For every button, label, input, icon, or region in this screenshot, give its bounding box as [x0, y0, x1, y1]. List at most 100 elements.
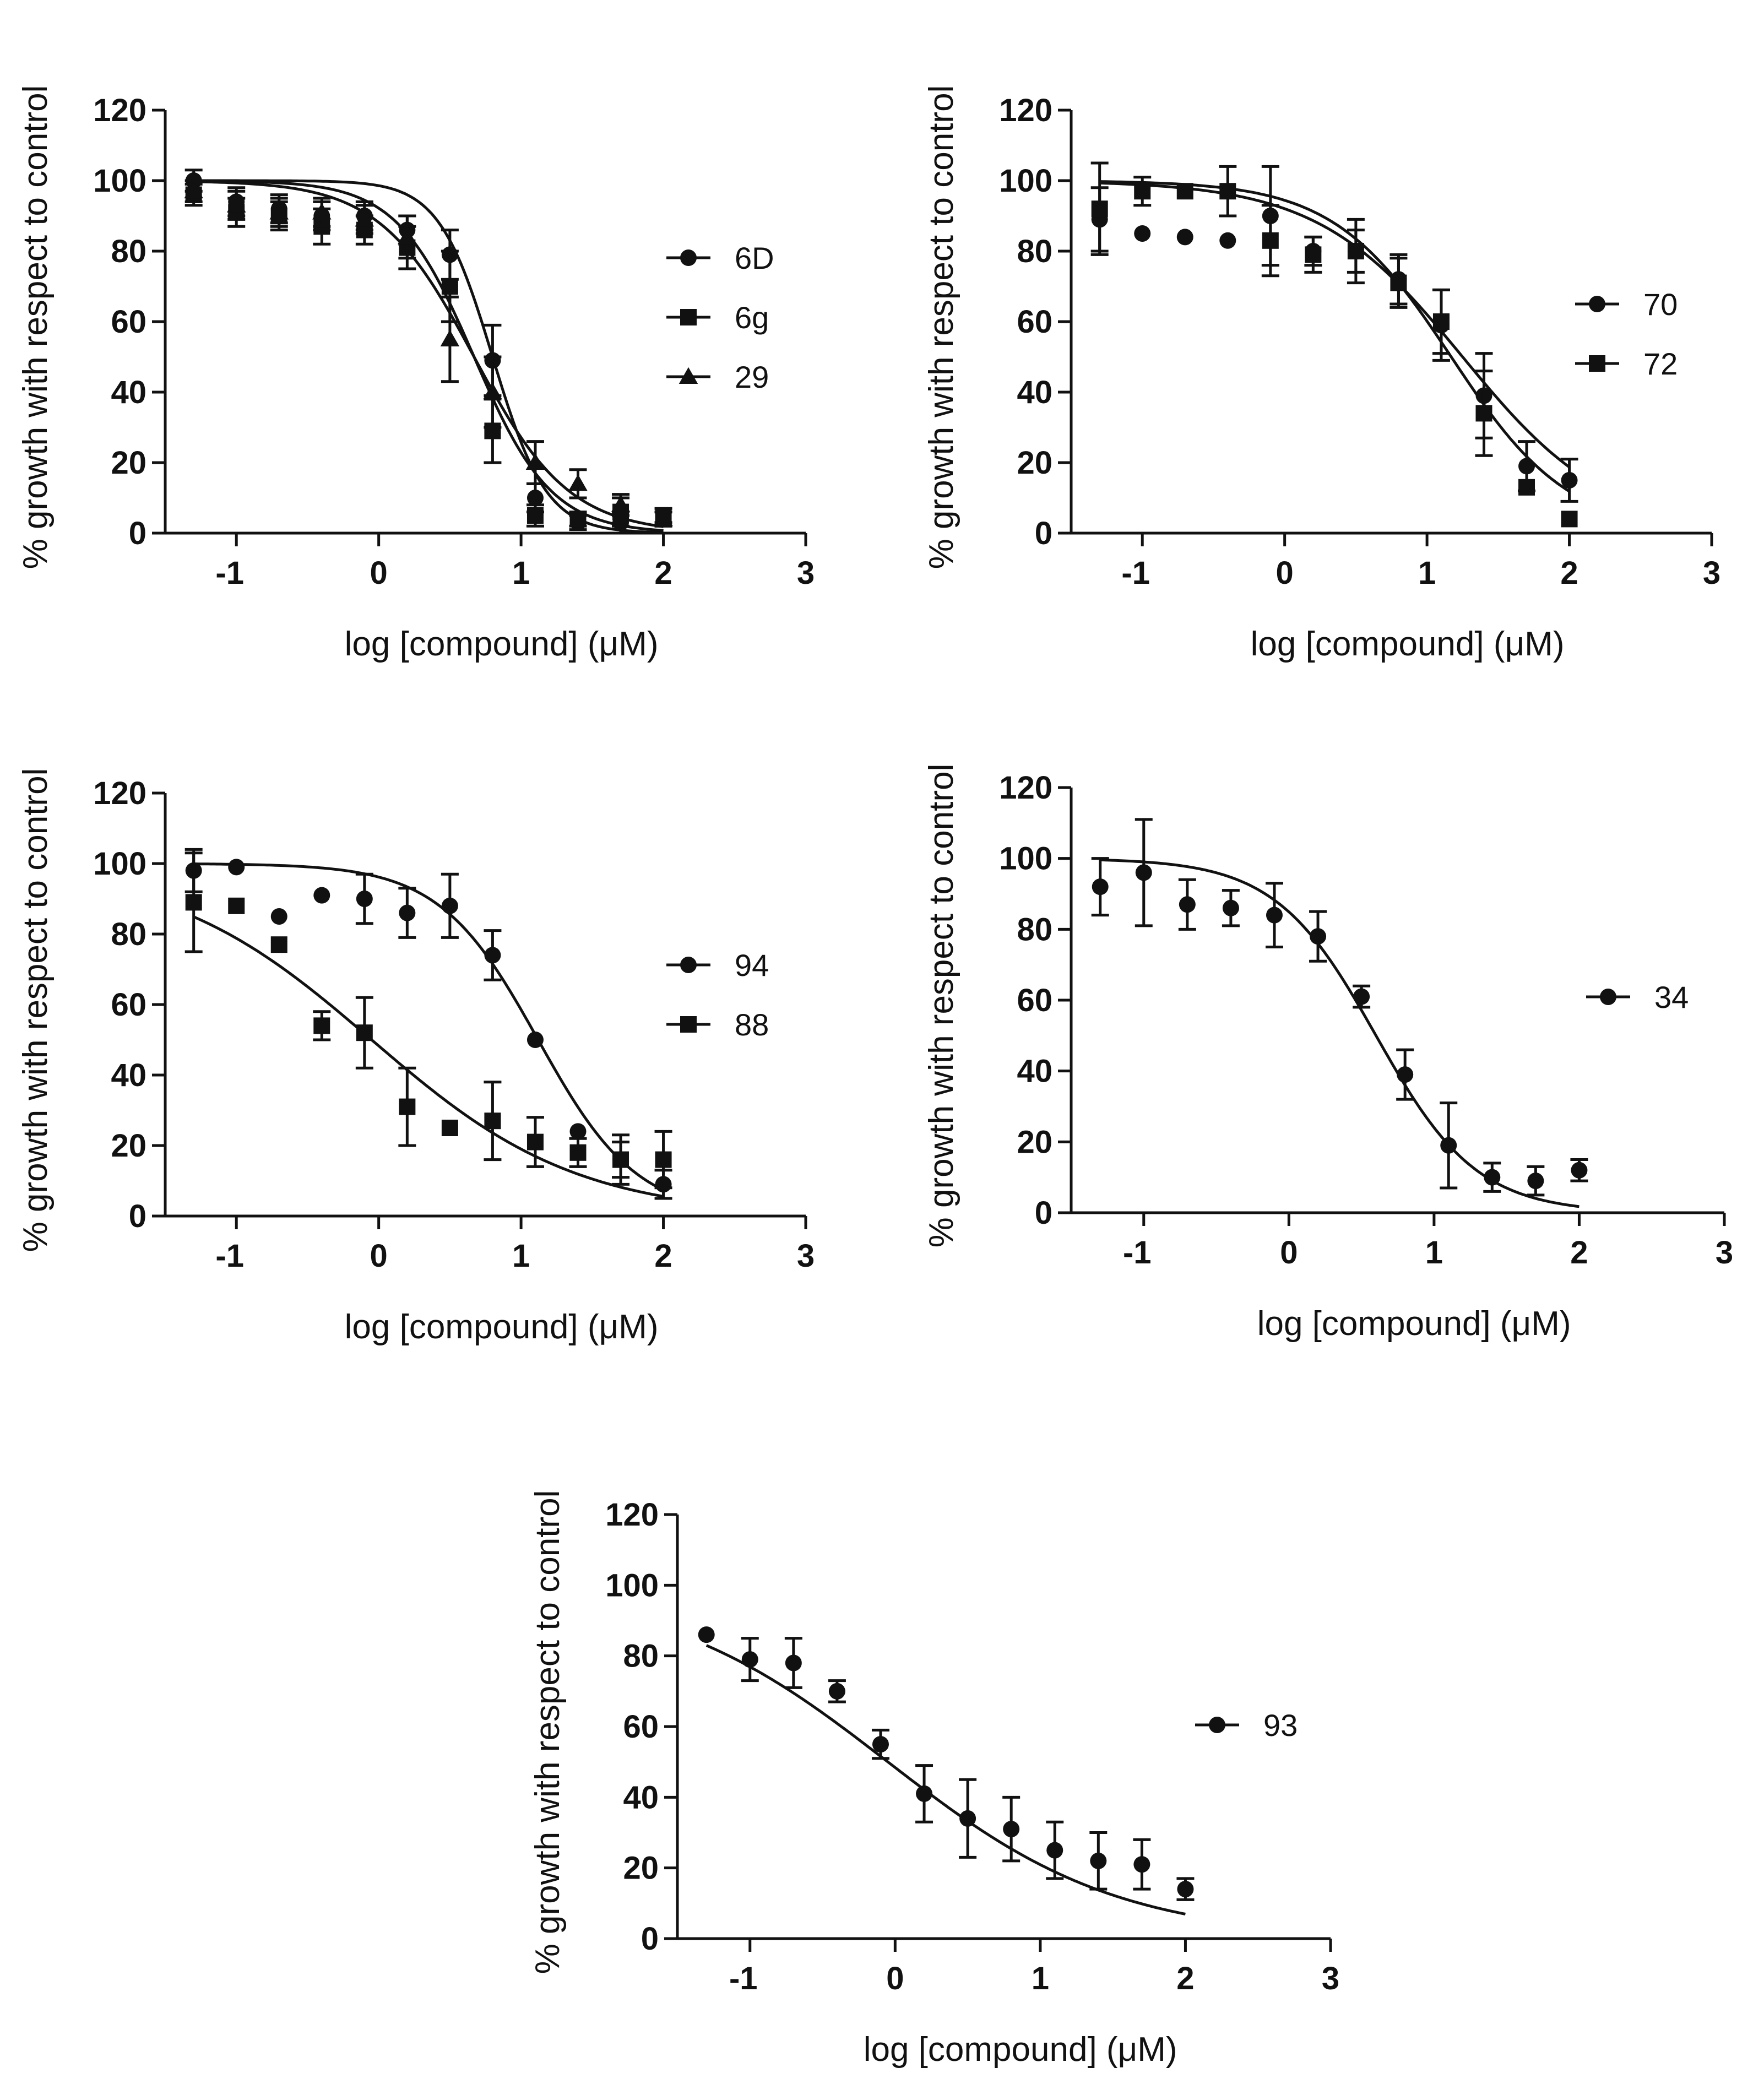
x-axis-title: log [compound] (μM)	[345, 1308, 659, 1346]
x-tick-label: 3	[1322, 1961, 1339, 1996]
data-point-93	[1133, 1856, 1150, 1873]
x-axis-title: log [compound] (μM)	[345, 625, 659, 663]
y-tick-label: 120	[93, 775, 146, 811]
data-point-34	[1092, 878, 1109, 896]
x-tick-label: 0	[370, 555, 388, 591]
data-point-34	[1353, 988, 1370, 1005]
legend-marker-94	[680, 957, 697, 973]
data-point-94	[484, 947, 501, 964]
x-tick-label: 0	[886, 1961, 904, 1996]
y-tick-label: 100	[999, 163, 1052, 199]
x-tick-label: 3	[1703, 555, 1720, 591]
data-point-88	[399, 1098, 416, 1115]
data-point-34	[1266, 907, 1283, 924]
data-point-94	[313, 887, 330, 904]
chart-panel-5: 0 20 40 60 80 100 120 -1 0 1 2 3 log [compound] (μM)…	[529, 1490, 1339, 2069]
chart-panel-4: 0 20 40 60 80 100 120 -1 0 1 2 3 log [compound] (μM)…	[922, 764, 1733, 1343]
x-tick-label: 2	[654, 555, 672, 591]
data-point-72	[1518, 479, 1535, 496]
y-tick-label: 120	[999, 93, 1052, 128]
data-point-94	[356, 891, 373, 907]
series-93	[698, 1626, 1195, 1915]
data-point-72	[1432, 313, 1450, 330]
data-point-93	[1177, 1881, 1194, 1898]
data-point-94	[569, 1123, 587, 1140]
data-point-93	[872, 1736, 889, 1753]
data-point-72	[1475, 405, 1492, 422]
data-point-88	[527, 1133, 544, 1150]
y-axis-title: % growth with respect to control	[17, 85, 55, 569]
data-point-88	[655, 1151, 672, 1168]
data-point-29	[184, 181, 203, 199]
y-tick-label: 60	[111, 304, 146, 340]
data-point-72	[1390, 274, 1407, 291]
data-point-72	[1561, 511, 1578, 528]
data-point-93	[785, 1654, 802, 1671]
data-point-29	[312, 203, 332, 220]
y-tick-label: 120	[605, 1497, 659, 1533]
series-29	[184, 179, 673, 528]
legend-marker-70	[1589, 296, 1605, 312]
data-point-93	[741, 1651, 758, 1668]
x-tick-label: -1	[215, 555, 244, 591]
y-tick-label: 120	[93, 93, 146, 128]
data-point-6g	[569, 511, 587, 528]
x-tick-label: 1	[512, 555, 530, 591]
y-tick-label: 0	[1035, 515, 1052, 551]
data-point-94	[399, 904, 416, 921]
y-tick-label: 0	[641, 1921, 659, 1957]
y-tick-label: 20	[1017, 445, 1052, 481]
data-point-29	[525, 453, 545, 470]
data-point-94	[228, 859, 245, 876]
data-point-29	[654, 509, 673, 527]
legend-marker-34	[1600, 989, 1616, 1005]
y-tick-label: 60	[1017, 983, 1052, 1018]
data-point-94	[270, 908, 287, 925]
x-tick-label: 3	[797, 1238, 815, 1274]
y-tick-label: 40	[111, 1057, 146, 1093]
data-point-72	[1219, 183, 1236, 200]
data-point-34	[1397, 1066, 1414, 1083]
series-34	[1091, 818, 1588, 1208]
y-axis-title: % growth with respect to control	[922, 764, 960, 1248]
data-point-70	[1176, 229, 1193, 246]
x-tick-label: 3	[1716, 1235, 1733, 1271]
y-tick-label: 60	[623, 1709, 659, 1745]
legend-marker-72	[1589, 355, 1605, 372]
legend-label-94: 94	[735, 948, 769, 983]
legend-label-34: 34	[1654, 980, 1689, 1014]
data-point-72	[1305, 246, 1322, 263]
x-tick-label: 0	[1276, 555, 1294, 591]
data-point-70	[1561, 472, 1578, 489]
data-point-93	[698, 1626, 715, 1643]
y-axis-title: % growth with respect to control	[922, 85, 960, 569]
x-tick-label: 1	[1425, 1235, 1443, 1271]
data-point-29	[226, 196, 246, 213]
y-tick-label: 0	[129, 1198, 146, 1234]
chart-panel-3: 0 20 40 60 80 100 120 -1 0 1 2 3 log [compound] (μM)…	[17, 768, 815, 1346]
data-point-34	[1179, 896, 1196, 913]
legend-marker-6g	[680, 309, 697, 325]
data-point-88	[484, 1112, 501, 1130]
data-point-34	[1440, 1137, 1457, 1154]
y-tick-label: 20	[623, 1850, 659, 1886]
y-tick-label: 80	[1017, 911, 1052, 947]
y-tick-label: 40	[1017, 1054, 1052, 1089]
y-tick-label: 100	[999, 841, 1052, 877]
x-tick-label: 0	[1280, 1235, 1298, 1271]
legend-marker-29	[679, 367, 698, 384]
chart-panel-2: 0 20 40 60 80 100 120 -1 0 1 2 3 log [compound] (μM)…	[922, 85, 1720, 663]
y-tick-label: 80	[623, 1638, 659, 1674]
data-point-88	[228, 897, 245, 914]
x-tick-label: 2	[1560, 555, 1578, 591]
x-tick-label: 2	[654, 1238, 672, 1274]
data-point-34	[1571, 1162, 1588, 1179]
data-point-29	[568, 474, 588, 491]
data-point-94	[441, 897, 458, 914]
y-tick-label: 40	[1017, 375, 1052, 410]
y-tick-label: 20	[1017, 1124, 1052, 1160]
legend-label-72: 72	[1643, 346, 1678, 381]
y-tick-label: 80	[111, 916, 146, 952]
legend-label-29: 29	[735, 360, 769, 394]
data-point-29	[269, 203, 289, 220]
